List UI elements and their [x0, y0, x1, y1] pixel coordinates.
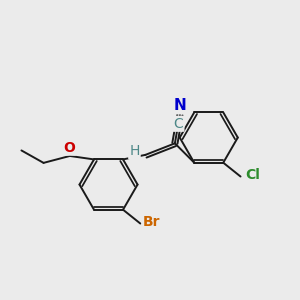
- Text: O: O: [63, 141, 75, 155]
- Text: Cl: Cl: [246, 168, 260, 182]
- Text: H: H: [129, 144, 140, 158]
- Text: N: N: [173, 98, 186, 113]
- Text: C: C: [174, 117, 183, 131]
- Text: Br: Br: [142, 215, 160, 229]
